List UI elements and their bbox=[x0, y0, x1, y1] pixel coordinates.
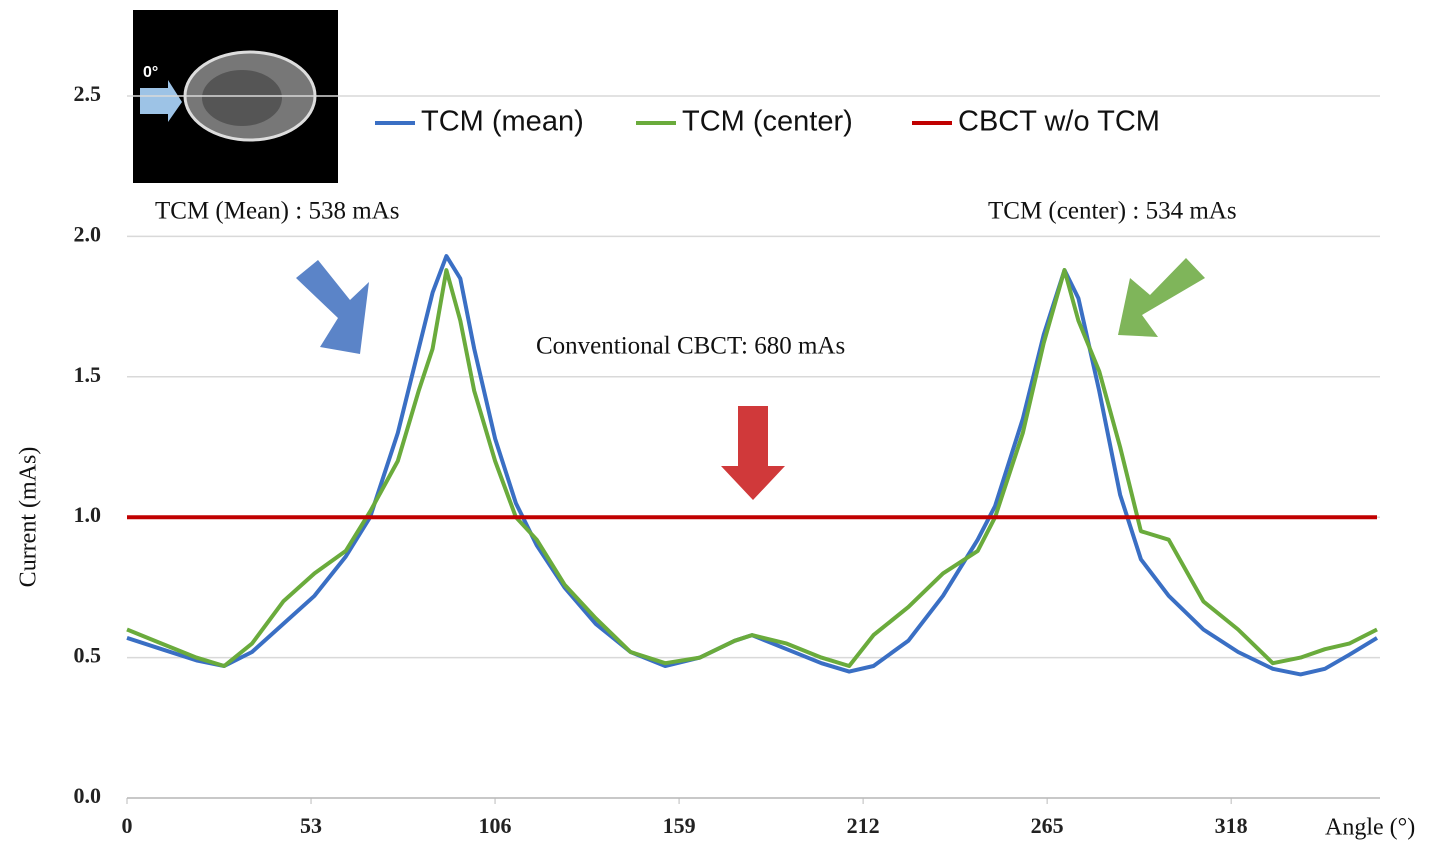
y-axis-label: Current (mAs) bbox=[16, 447, 42, 588]
x-tick-label: 106 bbox=[479, 813, 512, 838]
x-axis-label: Angle (°) bbox=[1325, 815, 1415, 841]
x-tick-label: 159 bbox=[663, 813, 696, 838]
x-tick-label: 53 bbox=[300, 813, 322, 838]
annotation: TCM (center) : 534 mAs bbox=[988, 198, 1237, 225]
y-tick-label: 0.5 bbox=[74, 643, 102, 668]
x-tick-label: 212 bbox=[847, 813, 880, 838]
x-tick-label: 0 bbox=[122, 813, 133, 838]
y-tick-label: 2.5 bbox=[74, 81, 102, 106]
red-arrow bbox=[721, 406, 785, 500]
y-tick-label: 2.0 bbox=[74, 221, 102, 246]
blue-arrow bbox=[296, 260, 369, 354]
green-arrow bbox=[1118, 258, 1205, 337]
legend-label: CBCT w/o TCM bbox=[958, 106, 1160, 138]
legend-label: TCM (center) bbox=[682, 106, 853, 138]
legend-label: TCM (mean) bbox=[421, 106, 584, 138]
y-tick-label: 1.5 bbox=[74, 362, 102, 387]
x-tick-label: 318 bbox=[1215, 813, 1248, 838]
x-tick-label: 265 bbox=[1031, 813, 1064, 838]
annotation: TCM (Mean) : 538 mAs bbox=[155, 198, 399, 225]
y-tick-label: 0.0 bbox=[74, 783, 102, 808]
annotation: Conventional CBCT: 680 mAs bbox=[536, 333, 845, 360]
inset-label: 0° bbox=[143, 64, 158, 81]
y-tick-label: 1.0 bbox=[74, 502, 102, 527]
